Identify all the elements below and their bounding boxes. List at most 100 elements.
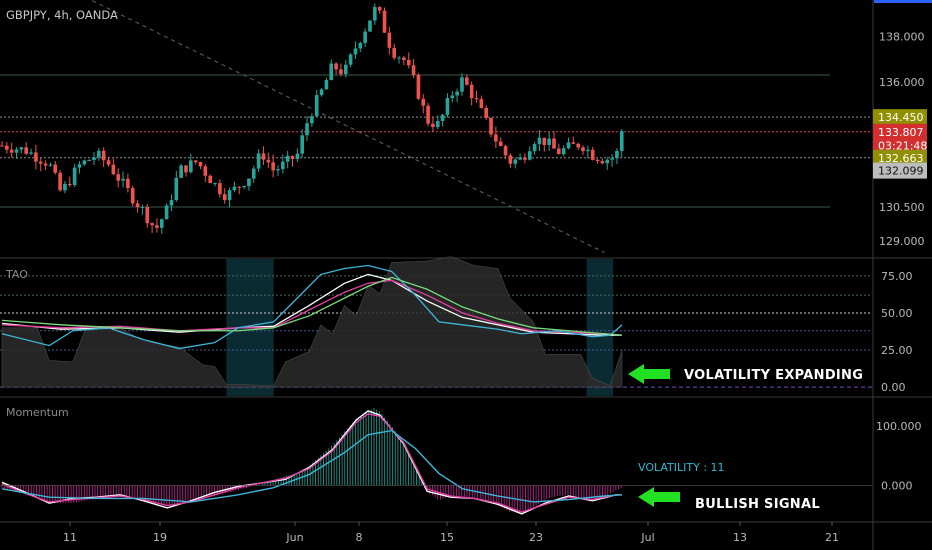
candle-body: [358, 42, 363, 49]
candle-body: [397, 57, 401, 59]
candle-body: [126, 178, 130, 189]
candle-body: [498, 141, 503, 147]
candle-body: [169, 200, 174, 206]
candle-body: [484, 108, 488, 118]
price-tick-label: 130.500: [879, 201, 925, 214]
volatility-arrow: [628, 364, 670, 384]
candle-body: [247, 178, 251, 187]
candle-body: [595, 159, 600, 162]
candle-body: [547, 138, 551, 145]
candle-body: [435, 121, 440, 128]
candle-body: [179, 165, 183, 178]
tao-tick-label: 25.00: [881, 344, 913, 357]
trendline: [89, 0, 605, 253]
candle-body: [164, 205, 169, 220]
candle-body: [271, 162, 275, 171]
candle-body: [189, 160, 193, 173]
candle-body: [377, 7, 382, 11]
candle-body: [213, 183, 217, 185]
candle-body: [353, 48, 358, 55]
candle-body: [532, 144, 537, 152]
candle-body: [208, 175, 213, 184]
candle-body: [251, 168, 256, 179]
candle-body: [237, 186, 242, 188]
candle-body: [348, 54, 353, 65]
candle-body: [203, 166, 208, 176]
candle-body: [159, 219, 164, 228]
candle-body: [469, 84, 474, 99]
candle-body: [92, 157, 96, 160]
candle-body: [38, 161, 43, 164]
candle-body: [571, 142, 576, 144]
candle-body: [552, 138, 556, 149]
candle-body: [445, 98, 450, 115]
candle-body: [184, 165, 188, 173]
candle-body: [610, 158, 614, 160]
candle-body: [586, 149, 590, 152]
x-tick-label: 19: [153, 531, 167, 544]
candle-body: [566, 142, 571, 149]
candle-body: [368, 20, 372, 32]
candle-body: [290, 155, 295, 160]
candle-body: [140, 206, 145, 208]
candle-body: [5, 145, 9, 150]
candle-body: [29, 152, 33, 154]
x-tick-label: 15: [440, 531, 454, 544]
candle-body: [77, 164, 82, 168]
tao-area: [1, 256, 623, 388]
candle-body: [334, 63, 338, 70]
candle-body: [266, 159, 271, 163]
price-badge: [873, 137, 927, 154]
candle-body: [605, 159, 610, 164]
candle-body: [97, 150, 101, 158]
x-tick-label: 23: [529, 531, 543, 544]
candle-body: [619, 131, 624, 151]
volatility-expanding-annotation: VOLATILITY EXPANDING: [684, 368, 864, 383]
price-badge-label: 132.663: [878, 152, 924, 165]
candle-body: [402, 57, 406, 60]
price-tick-label: 136.000: [879, 76, 925, 89]
candle-body: [121, 178, 125, 181]
candle-body: [561, 148, 566, 155]
candle-body: [82, 160, 87, 165]
candle-body: [281, 161, 285, 170]
price-badge: [873, 109, 927, 126]
candle-body: [135, 203, 140, 208]
volatility-value-label: VOLATILITY : 11: [638, 461, 725, 474]
tao-tick-label: 0.00: [881, 381, 906, 394]
candle-body: [34, 152, 38, 162]
candle-body: [590, 149, 595, 160]
tao-series-cyan: [1, 264, 623, 350]
price-tick-label: 129.000: [879, 235, 925, 248]
price-badge: [873, 123, 927, 140]
candle-body: [48, 164, 53, 166]
chart-title: GBPJPY, 4h, OANDA: [6, 8, 118, 22]
price-tick-label: 138.000: [879, 30, 925, 43]
candle-body: [440, 114, 445, 122]
candle-body: [343, 64, 348, 75]
candle-body: [363, 31, 367, 43]
candle-body: [150, 223, 154, 226]
candle-body: [67, 183, 72, 186]
candle-body: [406, 59, 411, 66]
candle-body: [116, 174, 121, 181]
candle-body: [106, 160, 111, 165]
candle-body: [411, 65, 416, 75]
candle-body: [416, 74, 421, 99]
x-tick-label: 21: [825, 531, 839, 544]
candle-body: [256, 153, 261, 169]
x-tick-label: 13: [733, 531, 747, 544]
price-badge-label: 133.807: [878, 126, 924, 139]
candle-body: [232, 186, 237, 191]
price-badge-label: 132.099: [878, 165, 924, 178]
candle-body: [193, 160, 198, 163]
bullish-signal-annotation: BULLISH SIGNAL: [695, 497, 820, 512]
candle-body: [63, 183, 67, 191]
candle-body: [557, 148, 561, 155]
momentum-pane-title: Momentum: [6, 406, 69, 419]
tao-tick-label: 75.00: [881, 270, 913, 283]
candle-body: [581, 147, 585, 152]
x-tick-label: 8: [356, 531, 363, 544]
momentum-tick-label: 0.000: [881, 479, 913, 492]
